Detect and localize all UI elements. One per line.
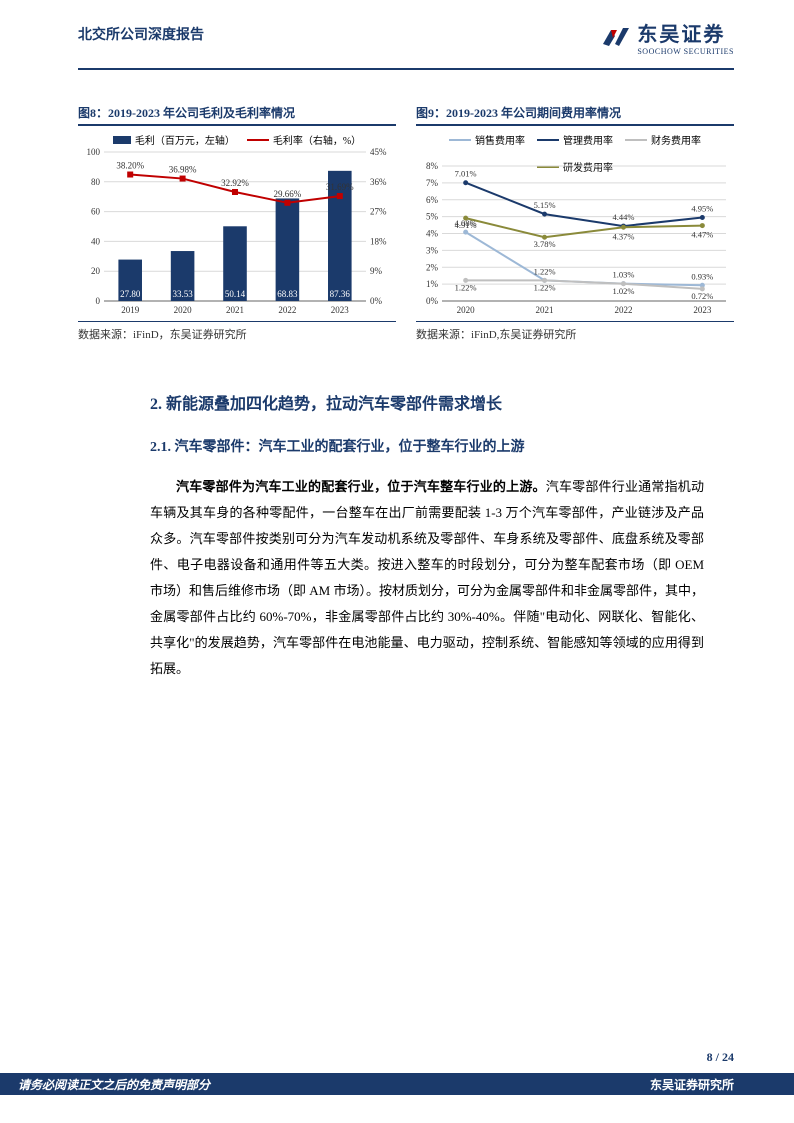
chart-9-title: 图9：2019-2023 年公司期间费用率情况 bbox=[416, 104, 734, 126]
svg-text:4.47%: 4.47% bbox=[691, 230, 713, 240]
section-h3: 2.1. 汽车零部件：汽车工业的配套行业，位于整车行业的上游 bbox=[150, 436, 704, 456]
svg-text:1.22%: 1.22% bbox=[534, 282, 556, 292]
svg-text:0: 0 bbox=[96, 296, 101, 306]
svg-text:18%: 18% bbox=[370, 236, 387, 246]
svg-text:33.53: 33.53 bbox=[172, 289, 193, 299]
content-section: 2. 新能源叠加四化趋势，拉动汽车零部件需求增长 2.1. 汽车零部件：汽车工业… bbox=[0, 342, 794, 682]
svg-text:3%: 3% bbox=[426, 245, 439, 255]
svg-text:50.14: 50.14 bbox=[225, 289, 246, 299]
svg-text:2020: 2020 bbox=[457, 305, 476, 315]
svg-text:2022: 2022 bbox=[278, 305, 296, 315]
company-logo: 东吴证券 SOOCHOW SECURITIES bbox=[601, 18, 734, 56]
chart-8-title: 图8：2019-2023 年公司毛利及毛利率情况 bbox=[78, 104, 396, 126]
svg-text:0.72%: 0.72% bbox=[691, 291, 713, 301]
svg-text:7%: 7% bbox=[426, 178, 439, 188]
section-h2: 2. 新能源叠加四化趋势，拉动汽车零部件需求增长 bbox=[150, 390, 704, 414]
page-header: 北交所公司深度报告 东吴证券 SOOCHOW SECURITIES bbox=[0, 0, 794, 70]
svg-text:1.22%: 1.22% bbox=[534, 266, 556, 276]
footer-disclaimer: 请务必阅读正文之后的免责声明部分 bbox=[18, 1076, 210, 1093]
chart-8-source: 数据来源：iFinD，东吴证券研究所 bbox=[78, 321, 396, 342]
svg-text:87.36: 87.36 bbox=[330, 289, 351, 299]
svg-text:2021: 2021 bbox=[536, 305, 554, 315]
svg-text:2022: 2022 bbox=[614, 305, 632, 315]
svg-text:2019: 2019 bbox=[121, 305, 140, 315]
svg-text:31.69%: 31.69% bbox=[326, 182, 354, 192]
svg-text:4.44%: 4.44% bbox=[612, 212, 634, 222]
svg-text:5%: 5% bbox=[426, 212, 439, 222]
svg-text:68.83: 68.83 bbox=[277, 289, 298, 299]
chart-9-area: 销售费用率管理费用率财务费用率研发费用率0%1%2%3%4%5%6%7%8%20… bbox=[416, 132, 734, 317]
svg-text:4%: 4% bbox=[426, 229, 439, 239]
svg-text:100: 100 bbox=[87, 148, 101, 157]
svg-text:9%: 9% bbox=[370, 266, 383, 276]
svg-text:36%: 36% bbox=[370, 177, 387, 187]
svg-text:0%: 0% bbox=[370, 296, 383, 306]
svg-text:2021: 2021 bbox=[226, 305, 244, 315]
svg-text:0%: 0% bbox=[426, 296, 439, 306]
svg-text:45%: 45% bbox=[370, 148, 387, 157]
svg-text:2023: 2023 bbox=[693, 305, 712, 315]
svg-text:4.95%: 4.95% bbox=[691, 203, 713, 213]
svg-text:2%: 2% bbox=[426, 262, 439, 272]
svg-text:4.08%: 4.08% bbox=[455, 218, 477, 228]
svg-text:0.93%: 0.93% bbox=[691, 271, 713, 281]
svg-text:36.98%: 36.98% bbox=[169, 165, 197, 175]
svg-text:3.78%: 3.78% bbox=[534, 239, 556, 249]
para-rest: 汽车零部件行业通常指机动车辆及其车身的各种零配件，一台整车在出厂前需要配装 1-… bbox=[150, 479, 704, 676]
svg-text:1.02%: 1.02% bbox=[612, 286, 634, 296]
svg-text:27%: 27% bbox=[370, 207, 387, 217]
svg-text:27.80: 27.80 bbox=[120, 289, 141, 299]
logo-text-en: SOOCHOW SECURITIES bbox=[637, 47, 734, 56]
svg-text:2023: 2023 bbox=[331, 305, 350, 315]
svg-text:2020: 2020 bbox=[174, 305, 193, 315]
section-paragraph: 汽车零部件为汽车工业的配套行业，位于汽车整车行业的上游。汽车零部件行业通常指机动… bbox=[150, 474, 704, 682]
svg-text:32.92%: 32.92% bbox=[221, 178, 249, 188]
svg-text:7.01%: 7.01% bbox=[455, 169, 477, 179]
svg-text:60: 60 bbox=[91, 207, 101, 217]
chart-9-block: 图9：2019-2023 年公司期间费用率情况 销售费用率管理费用率财务费用率研… bbox=[416, 104, 734, 342]
chart-8-block: 图8：2019-2023 年公司毛利及毛利率情况 毛利（百万元，左轴）毛利率（右… bbox=[78, 104, 396, 342]
svg-text:29.66%: 29.66% bbox=[274, 189, 302, 199]
svg-text:1.22%: 1.22% bbox=[455, 282, 477, 292]
chart-9-source: 数据来源：iFinD,东吴证券研究所 bbox=[416, 321, 734, 342]
svg-text:80: 80 bbox=[91, 177, 101, 187]
header-divider bbox=[78, 68, 734, 70]
svg-text:8%: 8% bbox=[426, 162, 439, 171]
svg-text:1%: 1% bbox=[426, 279, 439, 289]
logo-icon bbox=[601, 24, 631, 50]
svg-text:5.15%: 5.15% bbox=[534, 200, 556, 210]
svg-text:1.03%: 1.03% bbox=[612, 270, 634, 280]
svg-text:20: 20 bbox=[91, 266, 101, 276]
footer-institute: 东吴证券研究所 bbox=[650, 1076, 734, 1093]
svg-text:38.20%: 38.20% bbox=[116, 161, 144, 171]
chart-8-area: 毛利（百万元，左轴）毛利率（右轴，%）00%209%4018%6027%8036… bbox=[78, 132, 396, 317]
svg-text:4.37%: 4.37% bbox=[612, 231, 634, 241]
para-bold: 汽车零部件为汽车工业的配套行业，位于汽车整车行业的上游。 bbox=[176, 479, 546, 494]
logo-text-cn: 东吴证券 bbox=[637, 18, 734, 47]
svg-text:6%: 6% bbox=[426, 195, 439, 205]
page-number: 8 / 24 bbox=[707, 1050, 734, 1065]
svg-text:40: 40 bbox=[91, 236, 101, 246]
